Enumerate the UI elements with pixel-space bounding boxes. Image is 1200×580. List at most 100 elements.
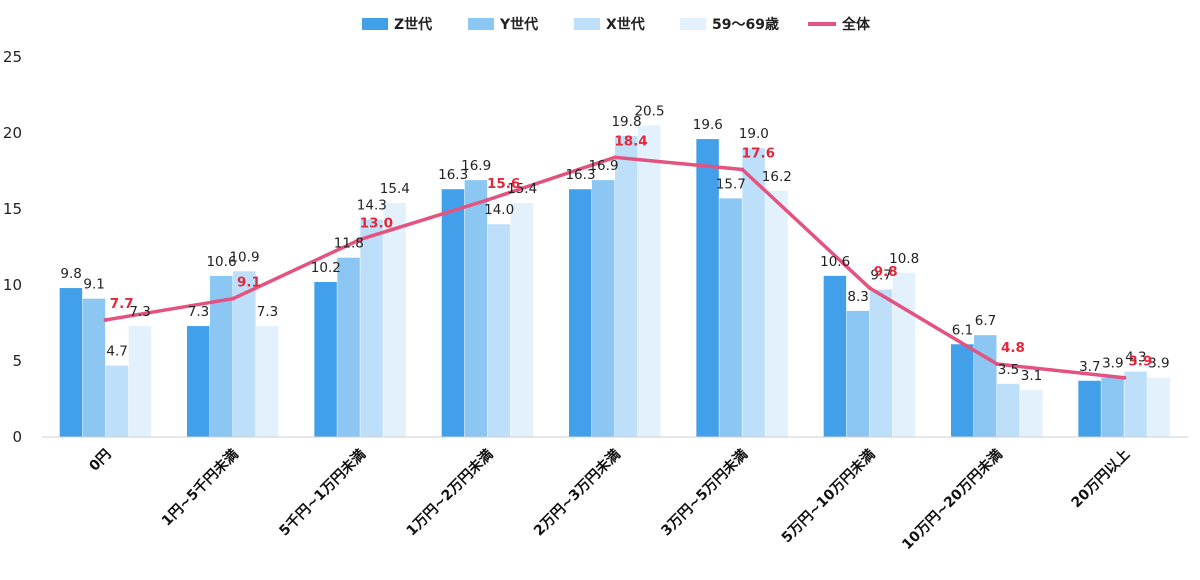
data-label: 15.4 <box>380 181 410 197</box>
y-axis: 0 5 10 15 20 25 <box>3 48 22 446</box>
data-label: 6.7 <box>975 313 996 329</box>
total-point <box>485 197 490 202</box>
total-point <box>358 237 363 242</box>
bar <box>765 190 788 437</box>
data-label: 8.3 <box>847 289 868 305</box>
y-tick-label: 0 <box>12 428 22 446</box>
bar <box>892 272 916 437</box>
total-data-label: 13.0 <box>360 215 393 231</box>
legend-label: Z世代 <box>394 16 432 33</box>
data-label: 7.3 <box>129 304 150 320</box>
bar <box>1078 380 1101 437</box>
legend-label: X世代 <box>606 16 645 33</box>
x-tick-label: 20万円以上 <box>1068 447 1133 512</box>
bar <box>638 125 661 438</box>
legend: Z世代 Y世代 X世代 59～69歳 全体 <box>362 16 871 33</box>
bar <box>569 189 592 437</box>
total-data-label: 4.8 <box>1001 340 1025 356</box>
bar <box>951 344 974 437</box>
bar <box>233 271 256 437</box>
total-data-label: 9.8 <box>874 264 898 280</box>
total-data-label: 9.1 <box>237 275 261 291</box>
x-tick-label: 5万円~10万円未満 <box>778 446 878 546</box>
data-label: 16.9 <box>461 158 491 174</box>
bar <box>487 224 511 437</box>
bar <box>464 180 488 437</box>
bar <box>742 148 765 437</box>
data-label: 10.6 <box>820 254 850 270</box>
x-tick-label: 10万円~20万円未満 <box>899 446 1006 553</box>
bar <box>696 139 719 437</box>
x-tick-label: 5千円~1万円未満 <box>276 446 369 539</box>
x-axis: 0円 1円~5千円未満 5千円~1万円未満 1万円~2万円未満 2万円~3万円未満 3万円… <box>42 436 1188 553</box>
bars <box>59 125 1170 438</box>
legend-label: 59～69歳 <box>712 16 779 33</box>
data-label: 3.9 <box>1102 356 1123 372</box>
data-label: 16.2 <box>762 169 792 185</box>
data-label: 9.7 <box>870 268 891 284</box>
total-point <box>103 317 108 322</box>
data-label: 16.3 <box>438 167 468 183</box>
legend-swatch <box>680 18 706 30</box>
total-point <box>231 296 235 301</box>
total-point <box>995 362 999 367</box>
data-label: 16.9 <box>588 158 618 174</box>
data-label: 3.5 <box>998 362 1019 378</box>
data-labels: 9.89.14.77.3 7.310.610.97.310.211.814.315… <box>60 103 1169 383</box>
data-label: 9.8 <box>60 266 81 282</box>
data-label: 3.7 <box>1079 359 1100 375</box>
data-label: 9.1 <box>83 277 104 293</box>
y-tick-label: 20 <box>3 124 22 142</box>
bar <box>1147 377 1170 437</box>
bar <box>441 189 465 437</box>
data-label: 7.3 <box>257 304 278 320</box>
bar <box>105 365 129 437</box>
total-line <box>103 155 1127 380</box>
total-point <box>867 286 872 291</box>
bar <box>256 326 279 437</box>
data-label: 11.8 <box>334 236 364 252</box>
data-label: 10.6 <box>206 254 236 270</box>
total-point <box>740 167 745 172</box>
data-label: 19.6 <box>693 117 723 133</box>
legend-swatch <box>574 18 600 30</box>
bar <box>510 202 534 437</box>
data-label: 20.5 <box>634 103 664 119</box>
total-data-label: 17.6 <box>742 145 775 161</box>
x-tick-label: 3万円~5万円未満 <box>658 446 751 539</box>
legend-label: Y世代 <box>499 16 538 33</box>
data-label: 10.8 <box>889 251 919 267</box>
total-data-label: 7.7 <box>110 296 134 312</box>
total-data-label: 15.6 <box>487 176 520 192</box>
data-label: 7.3 <box>188 304 209 320</box>
legend-swatch <box>468 18 494 30</box>
bar <box>869 289 893 437</box>
data-label: 3.1 <box>1021 368 1042 384</box>
bar <box>1124 371 1147 437</box>
x-tick-label: 1万円~2万円未満 <box>403 446 496 539</box>
x-tick-label: 2万円~3万円未満 <box>530 446 623 539</box>
bar <box>82 298 106 437</box>
bar <box>1020 389 1043 437</box>
data-label: 6.1 <box>952 322 973 338</box>
bar <box>719 198 742 437</box>
data-label: 14.3 <box>357 198 387 214</box>
y-tick-label: 25 <box>3 48 22 66</box>
y-tick-label: 10 <box>3 276 22 294</box>
legend-swatch <box>362 18 388 30</box>
bar <box>592 180 615 437</box>
data-label: 3.9 <box>1148 356 1169 372</box>
bar <box>59 288 83 437</box>
data-label: 4.7 <box>106 344 127 360</box>
data-label: 14.0 <box>484 202 514 218</box>
data-label: 10.2 <box>311 260 341 276</box>
bar <box>337 257 360 437</box>
bar <box>187 326 210 437</box>
total-data-label: 3.9 <box>1128 354 1152 370</box>
y-tick-label: 15 <box>3 200 22 218</box>
data-label: 16.3 <box>565 167 595 183</box>
bar <box>314 281 337 437</box>
bar <box>383 202 406 437</box>
data-label: 4.3 <box>1125 350 1146 366</box>
